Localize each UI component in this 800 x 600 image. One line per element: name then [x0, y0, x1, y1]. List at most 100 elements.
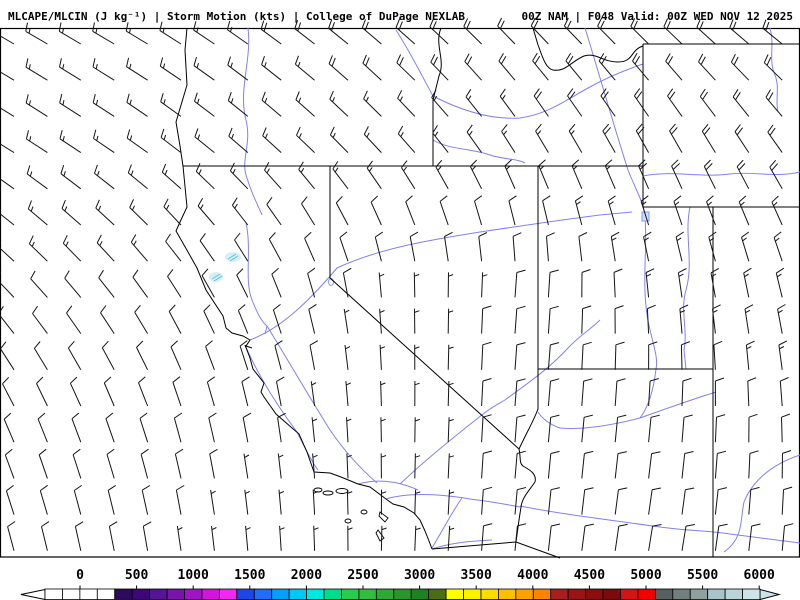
wind-barb: [635, 123, 650, 153]
wind-barb: [532, 52, 549, 81]
wind-barb: [447, 525, 455, 551]
wind-barb: [61, 200, 82, 226]
wind-barb: [632, 53, 649, 81]
wind-barb: [581, 414, 593, 443]
wind-barb: [734, 124, 750, 153]
title-bar: MLCAPE/MLCIN (J kg⁻¹) | Storm Motion (kt…: [8, 5, 793, 27]
wind-barb: [713, 340, 723, 370]
wind-barb: [447, 417, 454, 443]
wind-barb: [530, 17, 549, 45]
wind-barb: [167, 268, 182, 298]
wind-barb: [38, 448, 48, 479]
colorbar-cell: [654, 588, 674, 600]
wind-barb: [274, 340, 283, 370]
wind-barb: [100, 305, 115, 334]
wind-barb: [781, 523, 794, 551]
colorbar: [20, 585, 781, 600]
wind-barb: [132, 269, 149, 298]
wind-barb: [714, 414, 726, 443]
colorbar-cell: [637, 588, 656, 600]
wind-barb: [138, 376, 149, 407]
wind-barb: [643, 231, 652, 262]
wind-barb: [242, 412, 252, 443]
wind-barb: [597, 17, 616, 45]
colorbar-cell: [620, 588, 639, 600]
wind-barb: [781, 486, 793, 515]
wind-barb: [231, 197, 249, 226]
wind-barb: [736, 159, 750, 190]
wind-barb: [60, 164, 82, 190]
wind-barb: [344, 344, 351, 370]
wind-barb: [444, 231, 453, 262]
wind-barb: [777, 304, 786, 334]
wind-barb: [33, 341, 48, 371]
wind-barb: [775, 267, 785, 298]
wind-barb: [41, 521, 50, 551]
wind-barb: [379, 344, 386, 370]
wind-barb: [27, 200, 48, 226]
wind-barb: [703, 159, 716, 190]
wind-barb: [514, 269, 526, 298]
wind-barb: [342, 267, 352, 298]
colorbar-cell: [62, 588, 81, 600]
colorbar-cell: [166, 588, 185, 600]
wind-barb: [37, 412, 48, 443]
wind-barb: [395, 18, 416, 45]
wind-barb: [508, 195, 517, 226]
wind-barb: [159, 21, 182, 45]
colorbar-tick-label: 2000: [290, 568, 323, 583]
wind-barb: [343, 308, 350, 334]
wind-barb: [547, 269, 559, 298]
wind-barb: [763, 54, 783, 81]
colorbar-tick-label: 1000: [177, 568, 209, 583]
colorbar-left-arrow: [20, 588, 46, 600]
wind-barb: [498, 53, 516, 81]
wind-barb: [675, 231, 684, 262]
wind-barb: [237, 304, 249, 334]
wind-barb: [25, 130, 48, 154]
colorbar-cell: [341, 588, 360, 600]
wind-barb: [3, 412, 15, 443]
wind-barb: [447, 344, 454, 370]
wind-barb: [514, 523, 527, 551]
wind-barbs-layer: [0, 17, 794, 551]
wind-barb: [309, 340, 319, 370]
wind-barb: [781, 450, 792, 479]
colorbar-cell: [79, 588, 98, 600]
wind-barb: [478, 232, 488, 262]
wind-barb: [499, 88, 516, 117]
wind-barb: [363, 126, 382, 153]
wind-barb: [2, 376, 15, 407]
wind-barb: [447, 308, 454, 334]
wind-barb: [464, 53, 482, 81]
colorbar-cell: [184, 588, 203, 600]
wind-barb: [447, 489, 455, 515]
wind-barb: [547, 414, 560, 443]
wind-barb: [614, 341, 625, 370]
wind-barb: [278, 489, 285, 515]
wind-barb: [748, 450, 759, 479]
wind-barb: [669, 123, 683, 153]
model-run-validity: 00Z NAM | F048 Valid: 00Z WED NOV 12 202…: [521, 9, 793, 23]
wind-barb: [347, 525, 353, 551]
wind-barb: [380, 380, 386, 407]
wind-barb: [648, 414, 660, 443]
wind-barb: [771, 195, 783, 226]
wind-barb: [308, 303, 317, 334]
wind-barb: [370, 195, 382, 226]
wind-barb: [58, 22, 82, 45]
wind-barb: [96, 234, 115, 262]
wind-barb: [568, 123, 583, 153]
wind-barb: [329, 126, 349, 153]
wind-barb: [514, 487, 527, 515]
wind-barb: [130, 234, 148, 262]
california-nevada-border: [329, 166, 520, 450]
colorbar-cell: [410, 588, 430, 600]
wind-barb: [481, 305, 492, 334]
colorbar-cell: [44, 588, 63, 600]
wind-barb: [646, 304, 656, 334]
wind-barb: [602, 123, 616, 153]
wind-barb: [741, 231, 750, 262]
colorbar-cell: [463, 588, 482, 600]
wind-barb: [59, 58, 82, 81]
